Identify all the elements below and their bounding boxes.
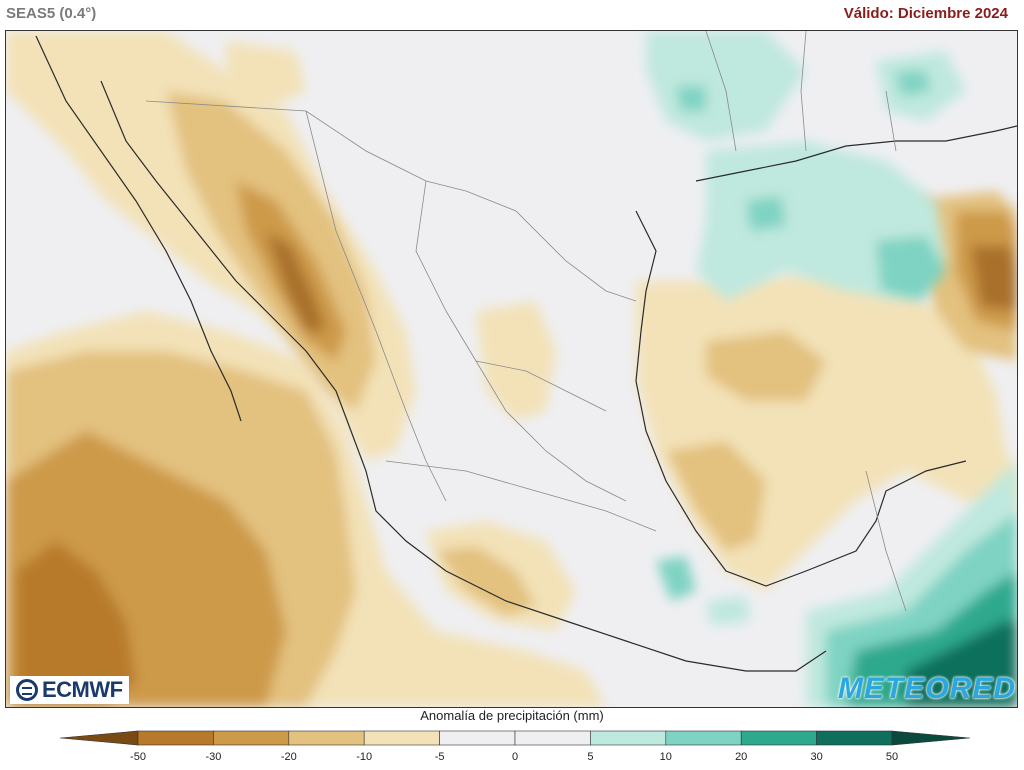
legend-bin [590,730,667,746]
legend-over-arrow [891,730,970,746]
legend-tick-label: -20 [280,751,297,763]
legend-bin [363,730,440,746]
precipitation-anomaly-map[interactable] [5,30,1018,708]
legend-tick-label: 20 [735,751,748,763]
legend-bin [816,730,893,746]
header: SEAS5 (0.4°) Válido: Diciembre 2024 [0,0,1024,30]
legend-tick-label: 10 [659,751,672,763]
legend-bin [288,730,365,746]
ecmwf-logo-text: ECMWF [42,677,123,702]
legend-bin [514,730,591,746]
legend-tick-label: 5 [587,751,594,763]
legend-tick-label: 30 [810,751,823,763]
ecmwf-logo: ECMWF [10,676,129,704]
legend-bin [665,730,742,746]
legend-tick-label: -50 [130,751,146,763]
coastlines [35,35,1017,672]
model-label: SEAS5 (0.4°) [6,5,97,22]
state-borders [145,31,907,612]
legend-tick-label: 0 [511,751,519,763]
pacific-dry-anomaly [6,311,606,707]
legend-bin [740,730,817,746]
legend-tick-label: -10 [356,751,373,763]
southeast-wet-anomaly [656,461,1017,707]
color-legend [60,730,970,746]
legend-tick-label: -30 [205,751,222,763]
legend-bin [137,730,214,746]
map-canvas [6,31,1017,707]
northwest-dry-anomaly [6,31,416,461]
central-dry-patches [226,41,576,631]
legend-under-arrow [60,730,139,746]
northeast-wet-anomaly [646,31,966,301]
legend-tick-label: 50 [885,751,899,763]
ecmwf-logo-icon [16,679,38,701]
legend-tick-label: -5 [434,751,445,763]
legend-title: Anomalía de precipitación (mm) [420,708,604,723]
legend-bin [213,730,290,746]
legend-bin [439,730,516,746]
valid-date-label: Válido: Diciembre 2024 [843,5,1008,22]
meteored-logo: METEORED [837,672,1016,705]
